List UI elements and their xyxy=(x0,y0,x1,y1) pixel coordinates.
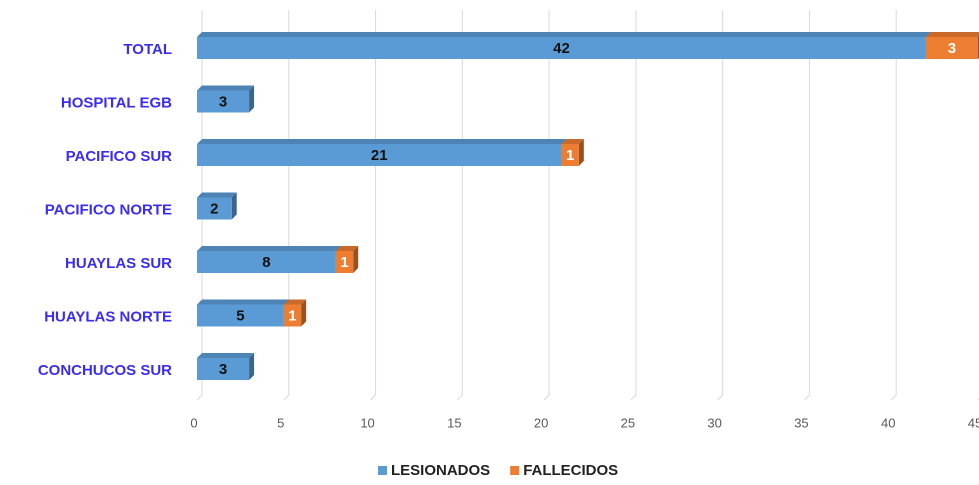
grid-depth xyxy=(717,394,724,401)
bar xyxy=(197,304,284,327)
x-tick-label: 5 xyxy=(277,415,284,430)
bar-top xyxy=(197,192,237,198)
x-tick-label: 45 xyxy=(968,415,979,430)
x-tick-label: 35 xyxy=(794,415,808,430)
bar xyxy=(283,304,302,327)
bar-top xyxy=(197,353,255,358)
value-label: 3 xyxy=(219,93,227,110)
value-label: 3 xyxy=(948,40,956,57)
legend-label: LESIONADOS xyxy=(391,462,490,479)
bar xyxy=(197,144,562,166)
grid-depth xyxy=(890,394,897,401)
bar-side xyxy=(249,85,255,113)
value-label: 1 xyxy=(566,147,574,164)
grid-depth xyxy=(456,394,463,401)
x-tick-label: 25 xyxy=(621,415,635,430)
grid-depth xyxy=(283,394,290,401)
grid-depth xyxy=(196,394,203,401)
grid-depth xyxy=(543,394,550,401)
x-tick-label: 10 xyxy=(360,415,374,430)
category-label: PACIFICO SUR xyxy=(66,148,173,165)
bar-side xyxy=(353,246,359,273)
legend-swatch xyxy=(510,466,520,475)
bar-top xyxy=(283,299,307,305)
value-label: 42 xyxy=(553,40,570,57)
legend-swatch xyxy=(378,466,387,475)
grid-depth xyxy=(630,394,637,401)
bar xyxy=(561,144,579,166)
x-tick-label: 0 xyxy=(190,415,197,430)
bar-top xyxy=(197,246,341,251)
bar xyxy=(197,251,336,273)
bar xyxy=(925,37,978,59)
bar-top xyxy=(561,139,584,144)
legend-label: FALLECIDOS xyxy=(523,462,618,479)
bar-side xyxy=(578,139,584,166)
x-tick-label: 30 xyxy=(707,415,721,430)
category-label: PACIFICO NORTE xyxy=(45,201,172,218)
bar-side xyxy=(231,192,237,220)
value-label: 1 xyxy=(340,254,348,271)
bar-side xyxy=(249,353,255,380)
bar-side xyxy=(301,299,307,327)
bar-top xyxy=(197,32,931,37)
value-label: 3 xyxy=(219,361,227,378)
grid-depth xyxy=(370,394,376,401)
x-tick-label: 20 xyxy=(534,415,548,430)
grid-depth xyxy=(804,394,810,401)
x-tick-label: 15 xyxy=(447,415,461,430)
bar-top xyxy=(925,32,979,37)
bar-top xyxy=(197,139,567,144)
value-label: 1 xyxy=(288,307,296,324)
value-label: 2 xyxy=(210,200,218,217)
bar-top xyxy=(335,246,359,251)
category-label: HUAYLAS NORTE xyxy=(44,308,172,325)
bar xyxy=(197,37,926,59)
value-label: 8 xyxy=(262,254,270,271)
category-label: TOTAL xyxy=(123,41,172,58)
category-label: HUAYLAS SUR xyxy=(65,255,172,272)
category-label: HOSPITAL EGB xyxy=(61,94,172,111)
bar-top xyxy=(197,85,255,91)
bar-top xyxy=(197,299,289,305)
bar xyxy=(197,197,232,220)
x-tick-label: 40 xyxy=(881,415,895,430)
value-label: 5 xyxy=(236,307,244,324)
bar xyxy=(197,90,250,113)
bar xyxy=(197,358,250,380)
category-label: CONCHUCOS SUR xyxy=(38,362,172,379)
value-label: 21 xyxy=(371,147,388,164)
bar xyxy=(335,251,354,273)
